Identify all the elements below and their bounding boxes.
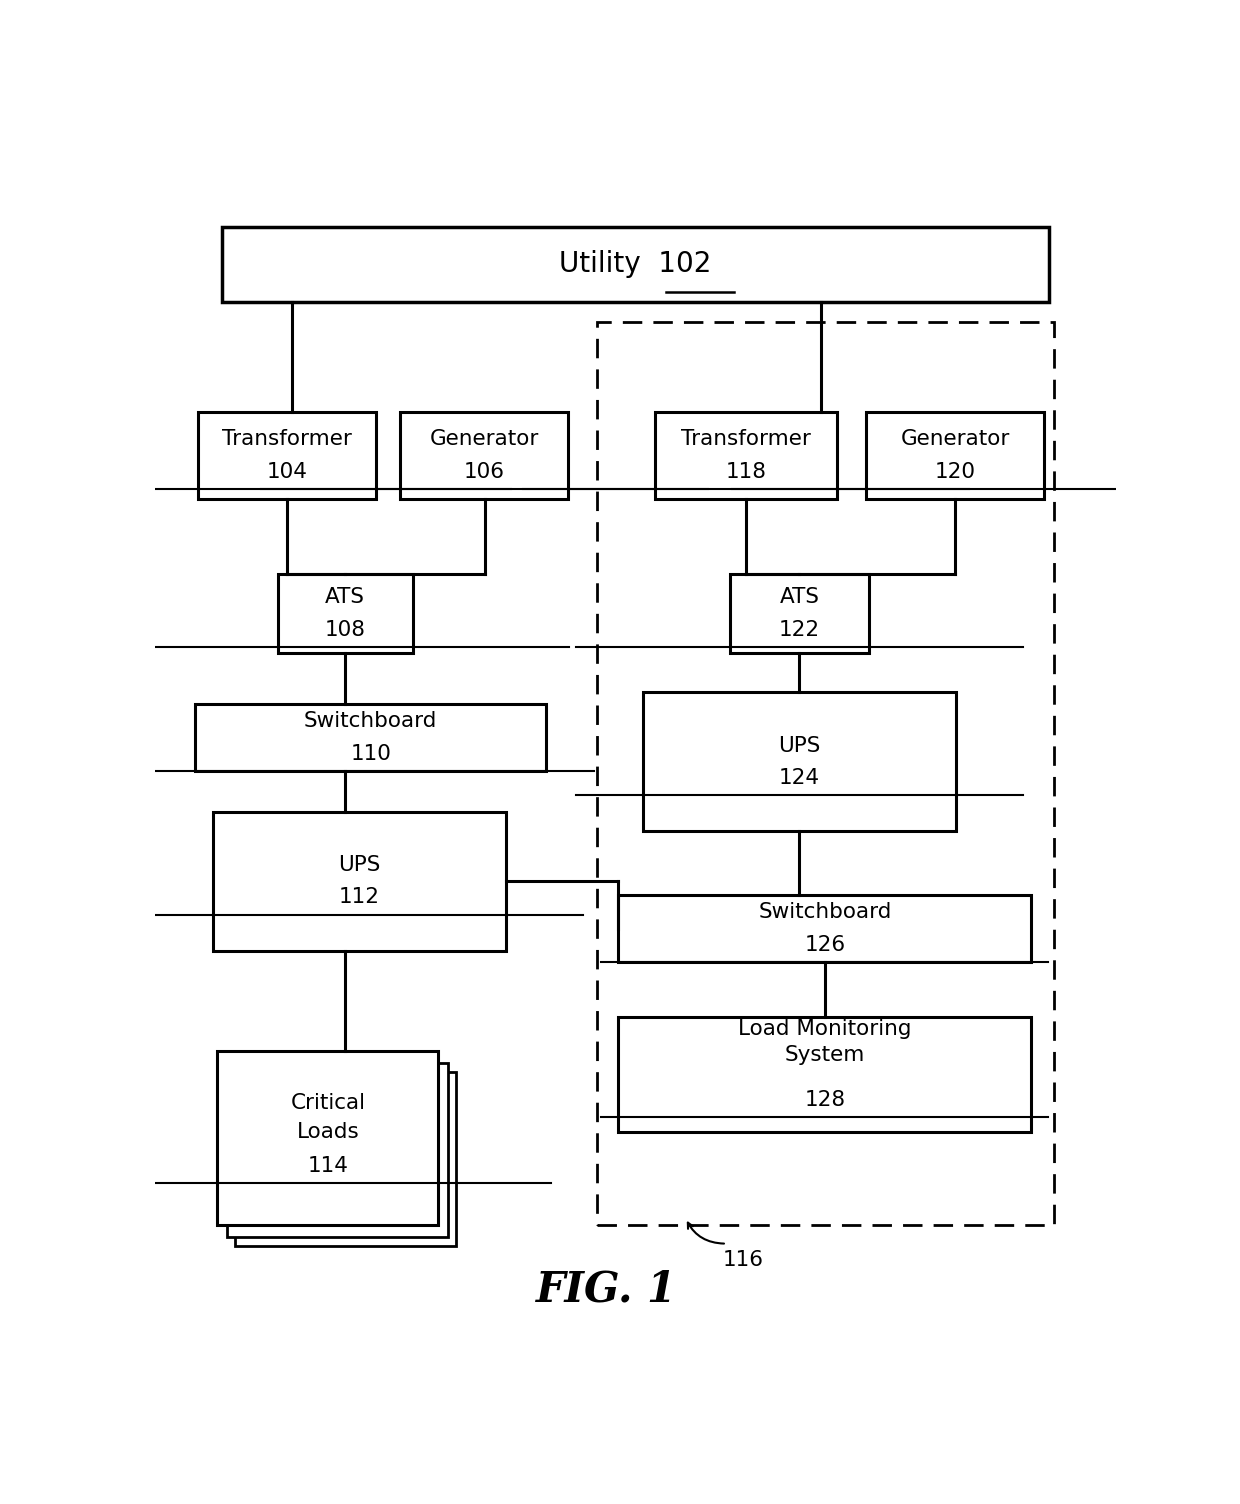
- Text: 118: 118: [725, 462, 766, 481]
- Text: Generator: Generator: [900, 429, 1009, 450]
- Text: 126: 126: [805, 935, 846, 955]
- Bar: [619, 895, 1032, 963]
- Text: UPS: UPS: [339, 854, 381, 875]
- Bar: [198, 412, 376, 499]
- Bar: [222, 227, 1049, 302]
- Bar: [866, 412, 1044, 499]
- Text: Critical: Critical: [290, 1093, 366, 1113]
- Bar: [729, 575, 869, 653]
- Text: Transformer: Transformer: [681, 429, 811, 450]
- Text: 104: 104: [267, 462, 308, 481]
- Bar: [596, 322, 1054, 1226]
- Text: UPS: UPS: [779, 735, 821, 755]
- Text: 124: 124: [779, 769, 820, 788]
- Text: ATS: ATS: [325, 588, 366, 608]
- Text: 112: 112: [339, 887, 379, 907]
- Text: ATS: ATS: [780, 588, 820, 608]
- Bar: [234, 1072, 456, 1245]
- Text: Loads: Loads: [296, 1122, 360, 1143]
- Text: 122: 122: [779, 620, 820, 639]
- Bar: [217, 1051, 439, 1226]
- Text: Switchboard: Switchboard: [758, 902, 892, 922]
- Bar: [227, 1063, 448, 1236]
- Bar: [213, 812, 506, 951]
- Bar: [278, 575, 413, 653]
- Text: 114: 114: [308, 1157, 348, 1176]
- Text: Switchboard: Switchboard: [304, 711, 438, 731]
- Bar: [644, 692, 956, 832]
- Text: Load Monitoring
System: Load Monitoring System: [738, 1018, 911, 1065]
- Text: 116: 116: [723, 1250, 764, 1269]
- Text: 110: 110: [351, 744, 391, 764]
- Text: Transformer: Transformer: [222, 429, 352, 450]
- Bar: [655, 412, 837, 499]
- Text: 108: 108: [325, 620, 366, 639]
- Text: 106: 106: [464, 462, 505, 481]
- Bar: [401, 412, 568, 499]
- Text: Utility  102: Utility 102: [559, 251, 712, 278]
- Text: 128: 128: [805, 1090, 846, 1110]
- Text: FIG. 1: FIG. 1: [536, 1269, 677, 1311]
- Text: 120: 120: [935, 462, 976, 481]
- Text: Generator: Generator: [429, 429, 539, 450]
- Bar: [196, 704, 546, 772]
- Bar: [619, 1017, 1032, 1133]
